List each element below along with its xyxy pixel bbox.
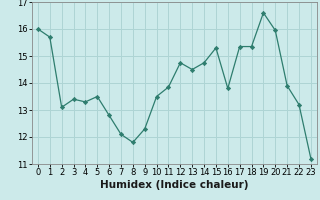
X-axis label: Humidex (Indice chaleur): Humidex (Indice chaleur) (100, 180, 249, 190)
